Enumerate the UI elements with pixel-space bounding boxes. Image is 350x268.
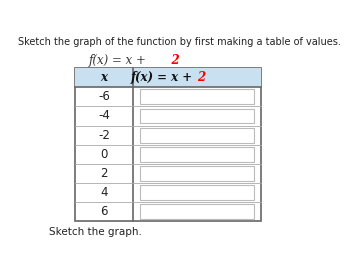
Bar <box>140 185 254 200</box>
Text: 2: 2 <box>100 167 108 180</box>
Text: f(x) = x +: f(x) = x + <box>131 71 197 84</box>
Text: -4: -4 <box>98 110 110 122</box>
Bar <box>140 166 254 181</box>
Bar <box>140 128 254 143</box>
Text: -2: -2 <box>98 129 110 142</box>
Text: -6: -6 <box>98 90 110 103</box>
Bar <box>140 109 254 124</box>
Text: 0: 0 <box>100 148 108 161</box>
Text: 4: 4 <box>100 186 108 199</box>
Text: 6: 6 <box>100 205 108 218</box>
Bar <box>140 204 254 219</box>
Text: 2: 2 <box>89 54 179 67</box>
Text: Sketch the graph.: Sketch the graph. <box>49 227 142 237</box>
Text: x: x <box>100 71 107 84</box>
Bar <box>75 68 261 87</box>
Bar <box>140 147 254 162</box>
Text: f(x) = x +: f(x) = x + <box>89 54 150 67</box>
Text: Sketch the graph of the function by first making a table of values.: Sketch the graph of the function by firs… <box>18 37 341 47</box>
Text: 2: 2 <box>197 71 205 84</box>
Bar <box>140 90 254 105</box>
